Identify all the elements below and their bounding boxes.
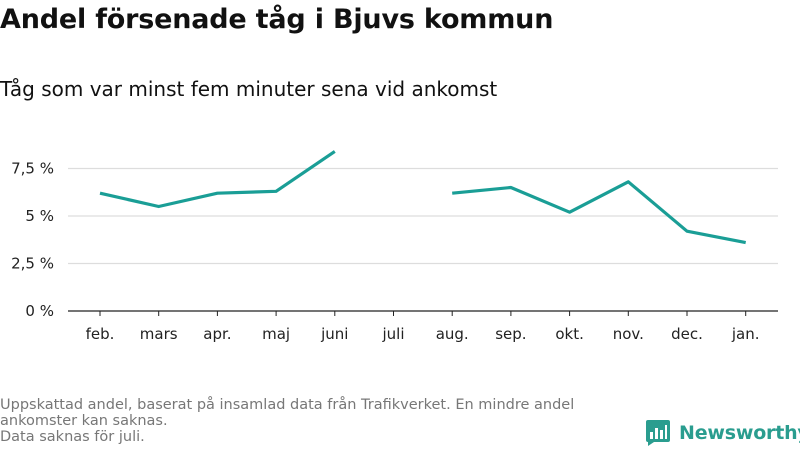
- footnote-source: Uppskattad andel, baserat på insamlad da…: [0, 397, 575, 429]
- line-chart: 0 % 2,5 % 5 % 7,5 % feb. mars apr. maj juni juli…: [11, 150, 778, 343]
- x-tick-label: apr.: [203, 325, 231, 343]
- series-line-segment: [99, 150, 336, 209]
- footnote-missing-data: Data saknas för juli.: [0, 429, 145, 445]
- y-tick-label: 2,5 %: [11, 255, 54, 273]
- x-tick-label: jan.: [731, 325, 760, 343]
- x-tick-label: nov.: [613, 325, 644, 343]
- x-tick-label: dec.: [671, 325, 703, 343]
- x-tick-label: juni: [320, 325, 348, 343]
- x-tick-label: mars: [140, 325, 178, 343]
- x-tick-label: maj: [262, 325, 290, 343]
- y-tick-label: 0 %: [25, 302, 54, 320]
- x-tick-label: sep.: [495, 325, 526, 343]
- y-tick-label: 5 %: [25, 207, 54, 225]
- chart-title: Andel försenade tåg i Bjuvs kommun: [0, 4, 554, 35]
- newsworthy-logo-icon: [646, 420, 670, 446]
- x-axis-ticks: feb. mars apr. maj juni juli aug. sep. okt. nov. d…: [86, 311, 760, 343]
- brand: Newsworthy: [645, 418, 800, 448]
- gridlines: [68, 167, 778, 312]
- y-tick-label: 7,5 %: [11, 160, 54, 178]
- brand-name: Newsworthy: [679, 422, 800, 444]
- series-lines: [99, 150, 747, 245]
- y-axis-ticks: 0 % 2,5 % 5 % 7,5 %: [11, 160, 54, 321]
- x-tick-label: okt.: [555, 325, 584, 343]
- footnote: Uppskattad andel, baserat på insamlad da…: [0, 397, 640, 445]
- x-tick-label: aug.: [436, 325, 469, 343]
- x-tick-label: feb.: [86, 325, 115, 343]
- chart-subtitle: Tåg som var minst fem minuter sena vid a…: [0, 77, 498, 101]
- x-tick-label: juli: [381, 325, 404, 343]
- series-line-segment: [452, 180, 747, 245]
